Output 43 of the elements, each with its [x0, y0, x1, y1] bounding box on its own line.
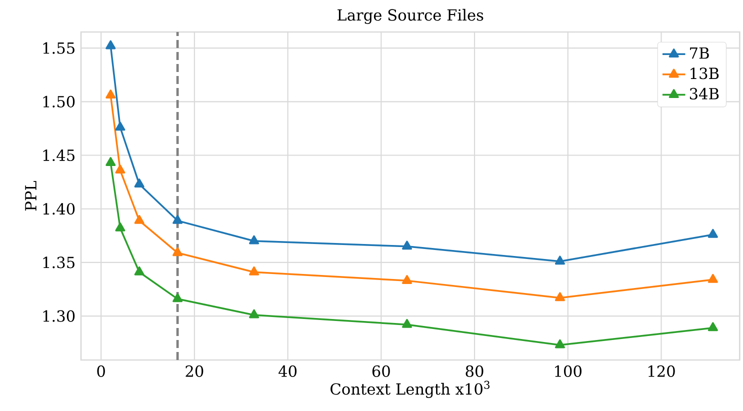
point: [708, 322, 718, 332]
x-tick-label: 20: [186, 365, 204, 377]
point: [134, 214, 144, 224]
y-tick-label: 1.30: [43, 310, 75, 322]
y-tick-label: 1.40: [43, 203, 75, 215]
legend-label: 7B: [690, 47, 709, 59]
point: [554, 339, 565, 348]
point: [106, 40, 116, 50]
legend-label: 34B: [690, 88, 719, 100]
point: [708, 274, 718, 283]
y-axis-title: PPL: [25, 180, 36, 211]
x-tick-label: 80: [466, 365, 484, 377]
point: [106, 90, 116, 99]
point: [115, 122, 126, 131]
point: [106, 157, 116, 166]
point: [172, 247, 183, 256]
point: [249, 309, 260, 318]
x-tick-label: 40: [278, 365, 297, 377]
point: [249, 235, 260, 244]
point: [249, 266, 260, 276]
x-tick-label: 100: [555, 365, 582, 377]
point: [115, 222, 126, 232]
point: [402, 275, 412, 284]
y-tick-label: 1.45: [43, 149, 74, 162]
x-tick-label: 0: [97, 365, 105, 377]
point: [402, 240, 412, 250]
y-tick-label: 1.35: [43, 256, 74, 268]
point: [134, 266, 144, 276]
legend-label: 13B: [690, 68, 719, 80]
y-tick-label: 1.55: [43, 42, 74, 54]
point: [554, 292, 565, 302]
point: [134, 178, 144, 188]
point: [708, 228, 718, 238]
point: [172, 293, 183, 302]
point: [115, 164, 126, 174]
x-tick-label: 60: [372, 365, 390, 377]
chart-title: Large Source Files: [338, 8, 484, 24]
point: [554, 256, 565, 265]
point: [402, 318, 412, 328]
point: [172, 214, 183, 224]
y-tick-label: 1.50: [43, 96, 75, 108]
x-axis-title: Context Length x10$^{3}$: [330, 380, 490, 398]
x-tick-label: 120: [648, 365, 675, 377]
